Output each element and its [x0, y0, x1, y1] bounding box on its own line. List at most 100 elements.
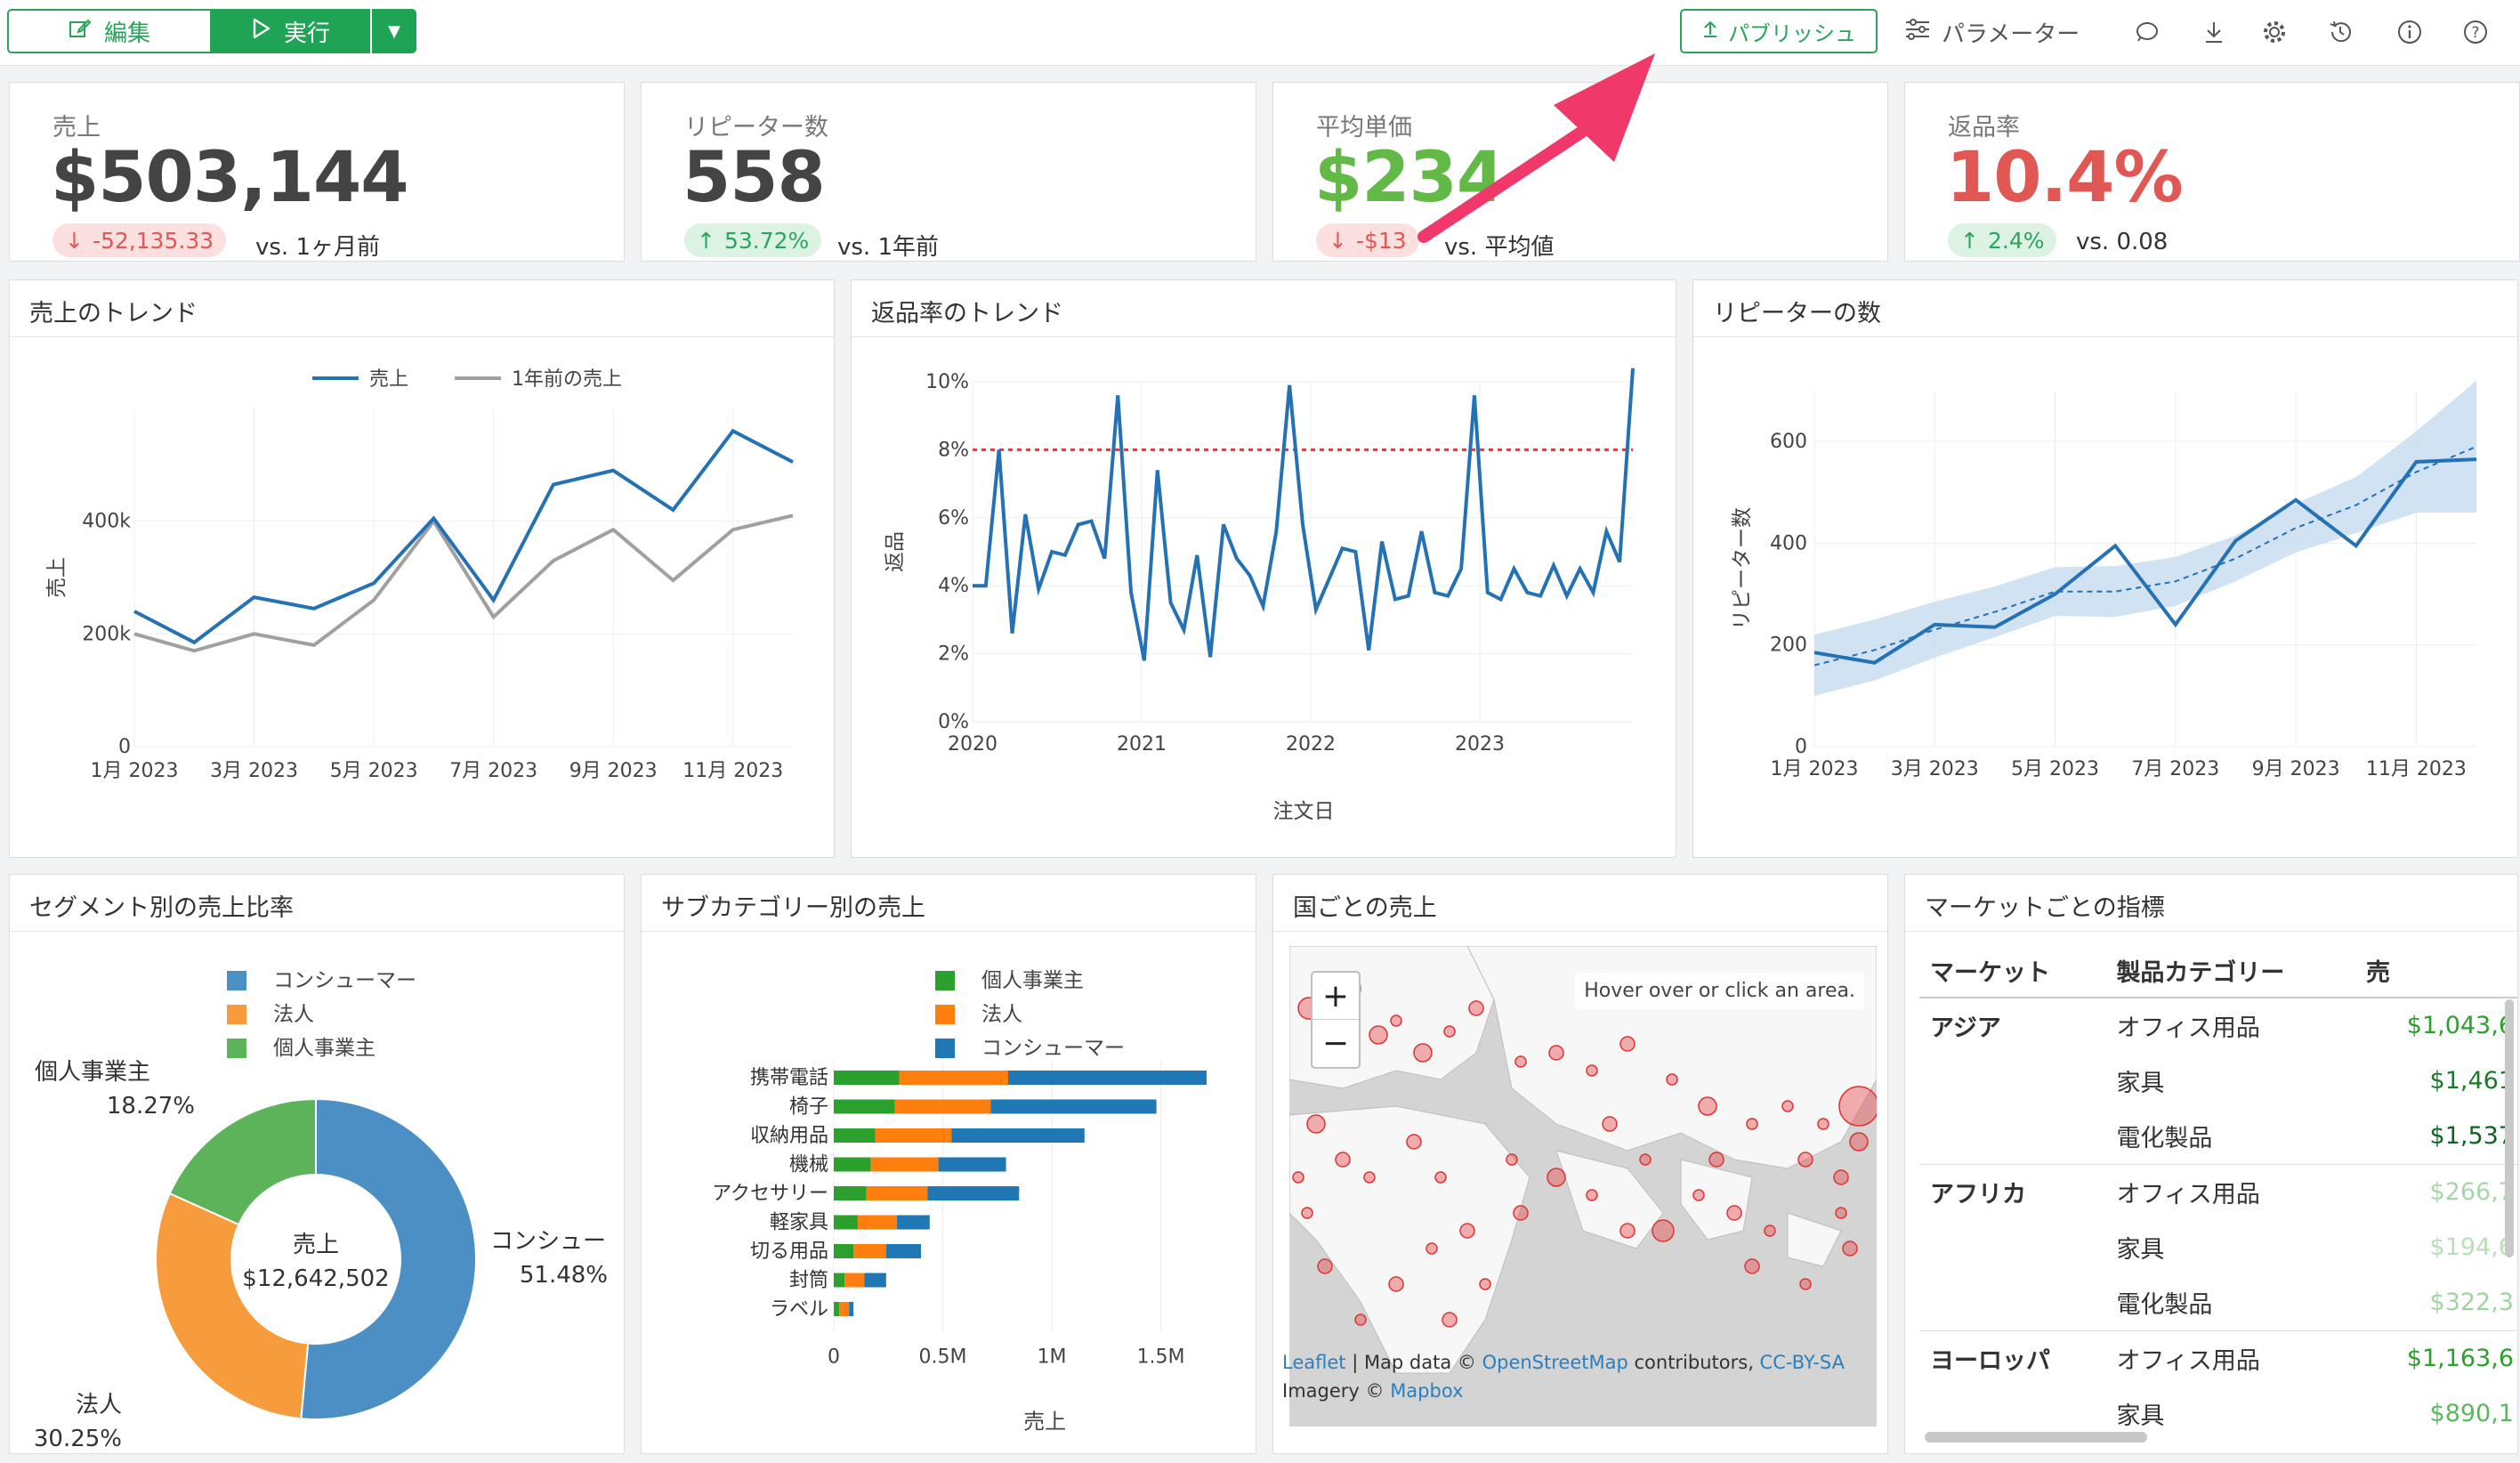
- edit-icon: [69, 17, 92, 46]
- country-marker: [1479, 1278, 1491, 1290]
- cc-link[interactable]: CC-BY-SA: [1759, 1352, 1845, 1373]
- legend-swatch: [935, 1005, 955, 1024]
- country-marker: [1797, 1152, 1813, 1168]
- table-row: 家具 $194,6: [1919, 1220, 2517, 1275]
- table-row: 家具 $890,1: [1919, 1386, 2517, 1442]
- legend-label: 1年前の売上: [512, 368, 622, 391]
- market-cell: [1919, 1275, 2105, 1331]
- toolbar: 編集 実行 ▼ パブリッシュ パラメーター ?: [0, 0, 2520, 66]
- country-marker: [1306, 1114, 1326, 1134]
- country-shape: [1555, 1150, 1664, 1249]
- y-tick-label: 200k: [82, 623, 131, 645]
- y-tick-label: 8%: [938, 439, 969, 461]
- market-cell: [1919, 1054, 2105, 1109]
- repeaters-chart[interactable]: 0 200 400 600 1月 2023 3月 2023 5月 2023 7月 2023 9月…: [1693, 337, 2517, 853]
- bar-segment: [864, 1273, 886, 1288]
- country-marker: [1335, 1152, 1351, 1168]
- bar-segment: [834, 1071, 900, 1085]
- y-axis-label: 返品: [884, 531, 907, 572]
- market-table: マーケット 製品カテゴリー 売 アジア オフィス用品 $1,043,6 家具 $…: [1919, 946, 2517, 1453]
- bar-segment: [990, 1099, 1157, 1114]
- country-marker: [1426, 1242, 1438, 1255]
- bar-segment: [834, 1244, 854, 1258]
- leaflet-link[interactable]: Leaflet: [1282, 1352, 1346, 1373]
- sales-cell: $1,537: [2429, 1122, 2514, 1150]
- play-icon: [252, 18, 271, 45]
- attribution-contrib: contributors,: [1628, 1352, 1760, 1373]
- country-marker: [1369, 1025, 1388, 1045]
- svg-text:?: ?: [2471, 24, 2479, 42]
- mapbox-link[interactable]: Mapbox: [1390, 1380, 1464, 1402]
- x-tick-label: 2021: [1117, 733, 1167, 756]
- download-icon[interactable]: [2196, 14, 2232, 50]
- y-tick-label: 2%: [938, 643, 969, 666]
- publish-button[interactable]: パブリッシュ: [1680, 9, 1878, 53]
- country-marker: [1292, 1171, 1304, 1184]
- legend-label: 売上: [369, 368, 408, 391]
- country-marker: [1468, 1000, 1484, 1016]
- parameters-button[interactable]: パラメーター: [1904, 12, 2080, 52]
- x-tick-label: 7月 2023: [449, 760, 537, 782]
- country-marker: [1764, 1225, 1776, 1237]
- info-icon[interactable]: [2392, 14, 2427, 50]
- horizontal-scrollbar[interactable]: [1925, 1432, 2147, 1443]
- bar-segment: [849, 1302, 854, 1316]
- bar-segment: [834, 1273, 845, 1288]
- legend-label: 個人事業主: [273, 1037, 376, 1060]
- x-tick-label: 5月 2023: [330, 760, 418, 782]
- help-icon[interactable]: ?: [2458, 14, 2493, 50]
- sales-cell: $1,222,2: [2355, 1442, 2517, 1453]
- slice-label: コンシュー: [490, 1228, 606, 1255]
- slice-percent: 18.27%: [107, 1093, 195, 1119]
- osm-link[interactable]: OpenStreetMap: [1482, 1352, 1628, 1373]
- kpi-label: 売上: [52, 114, 101, 141]
- bar-segment: [866, 1186, 928, 1200]
- x-tick-label: 11月 2023: [2366, 758, 2467, 780]
- sales-cell: $890,1: [2429, 1400, 2514, 1427]
- column-header[interactable]: マーケット: [1919, 946, 2106, 998]
- annotation-arrow: [1418, 53, 1655, 243]
- history-icon[interactable]: [2322, 14, 2358, 50]
- sales-trend-chart[interactable]: 0 200k 400k 1月 2023 3月 2023 5月 2023 7月 2023 9月 …: [10, 337, 834, 853]
- comment-icon[interactable]: [2128, 14, 2164, 50]
- kpi-card: リピーター数 558 ↑ 53.72% vs. 1年前: [641, 82, 1256, 262]
- caret-down-icon: ▼: [388, 21, 400, 41]
- sliders-icon: [1904, 18, 1931, 47]
- x-tick-label: 0: [828, 1346, 840, 1369]
- table-row: 電化製品 $322,3: [1919, 1275, 2517, 1331]
- column-header[interactable]: 製品カテゴリー: [2105, 946, 2355, 998]
- zoom-out-button[interactable]: −: [1321, 1025, 1350, 1062]
- gear-icon[interactable]: [2257, 14, 2292, 50]
- country-marker: [1514, 1055, 1527, 1068]
- table-row: アフリカ オフィス用品 $266,7: [1919, 1164, 2517, 1220]
- segment-donut-chart[interactable]: コンシューマー法人個人事業主売上$12,642,502コンシュー51.48%法人…: [10, 932, 624, 1451]
- y-tick-label: 600: [1770, 431, 1807, 453]
- y-tick-label: 4%: [938, 575, 969, 597]
- country-marker: [1666, 1073, 1678, 1086]
- run-button[interactable]: 実行: [212, 9, 370, 53]
- x-tick-label: 1月 2023: [1771, 758, 1859, 780]
- country-marker: [1390, 1014, 1402, 1027]
- x-tick-label: 1M: [1038, 1346, 1067, 1369]
- column-header[interactable]: 売: [2355, 946, 2517, 998]
- run-dropdown-button[interactable]: ▼: [372, 9, 416, 53]
- table-row: ヨーロッパ オフィス用品 $1,163,6: [1919, 1330, 2517, 1386]
- zoom-in-button[interactable]: +: [1312, 973, 1359, 1020]
- category-cell: オフィス用品: [2116, 1014, 2260, 1042]
- vertical-scrollbar[interactable]: [2505, 999, 2514, 1257]
- y-tick-label: 椅子: [789, 1096, 828, 1119]
- country-marker: [1434, 1171, 1447, 1184]
- legend-swatch: [227, 1039, 246, 1058]
- edit-button[interactable]: 編集: [7, 9, 212, 53]
- country-marker: [1506, 1153, 1518, 1166]
- kpi-value: 10.4%: [1946, 138, 2184, 218]
- country-marker: [1602, 1116, 1618, 1132]
- category-cell: 家具: [2116, 1070, 2165, 1097]
- kpi-label: 返品率: [1948, 114, 2020, 141]
- y-tick-label: 携帯電話: [750, 1067, 828, 1089]
- country-marker: [1459, 1223, 1475, 1239]
- country-map[interactable]: + − Hover over or click an area.: [1289, 946, 1877, 1427]
- country-marker: [1317, 1258, 1333, 1274]
